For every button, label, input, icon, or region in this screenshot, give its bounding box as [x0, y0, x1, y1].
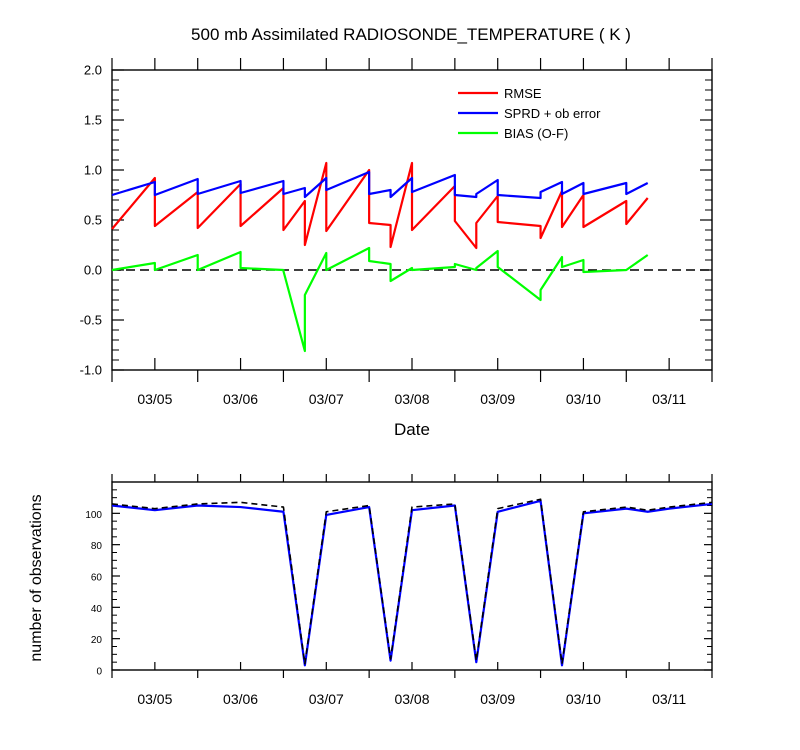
x-tick-label: 03/09: [480, 391, 515, 407]
x-tick-label: 03/10: [566, 691, 601, 707]
x-axis: 03/05 03/06 03/07 03/08 03/09 03/10 03/11: [111, 474, 713, 707]
series-line-bias-o-f: [111, 246, 649, 353]
x-tick-label: 03/06: [223, 391, 258, 407]
legend: RMSE SPRD + ob error BIAS (O-F): [458, 86, 601, 141]
x-axis: 03/05 03/06 03/07 03/08 03/09 03/10 03/11: [111, 58, 713, 407]
y-tick-label: 0.5: [84, 213, 102, 228]
y-tick-label: 1.0: [84, 163, 102, 178]
legend-label: BIAS (O-F): [504, 126, 568, 141]
legend-label: SPRD + ob error: [504, 106, 601, 121]
x-tick-label: 03/10: [566, 391, 601, 407]
y-tick-label: 20: [91, 635, 103, 646]
y-tick-label: 60: [91, 573, 103, 584]
y-tick-label: -0.5: [80, 313, 102, 328]
series-line-assimilated: [111, 499, 713, 667]
y-tick-label: -1.0: [80, 363, 102, 378]
y-tick-label: 0: [96, 667, 102, 678]
y-tick-label: 0.0: [84, 263, 102, 278]
legend-label: RMSE: [504, 86, 542, 101]
x-tick-label: 03/09: [480, 691, 515, 707]
chart-title: 500 mb Assimilated RADIOSONDE_TEMPERATUR…: [191, 25, 631, 44]
series-line-total: [111, 498, 713, 665]
series-line-rmse: [111, 161, 649, 250]
x-tick-label: 03/05: [137, 391, 172, 407]
x-tick-label: 03/06: [223, 691, 258, 707]
y-axis: -1.0 -0.5 0.0 0.5 1.0 1.5 2.0: [80, 63, 712, 378]
y-tick-label: 100: [85, 510, 102, 521]
x-tick-label: 03/07: [309, 391, 344, 407]
series-line-sprd-ob-error: [111, 170, 649, 200]
y-tick-label: 1.5: [84, 113, 102, 128]
y-axis-label: number of observations: [28, 494, 45, 661]
series-group: [111, 161, 712, 353]
y-axis: 0 20 40 60 80 100: [85, 481, 712, 678]
x-axis-label: Date: [394, 420, 430, 439]
x-tick-label: 03/11: [652, 391, 686, 407]
y-tick-label: 40: [91, 604, 103, 615]
x-tick-label: 03/05: [137, 691, 172, 707]
x-tick-label: 03/11: [652, 691, 686, 707]
y-tick-label: 2.0: [84, 63, 102, 78]
series-group: [111, 498, 713, 667]
bias-rmse-chart: 500 mb Assimilated RADIOSONDE_TEMPERATUR…: [80, 25, 713, 439]
x-tick-label: 03/08: [394, 691, 429, 707]
x-tick-label: 03/07: [309, 691, 344, 707]
x-tick-label: 03/08: [394, 391, 429, 407]
y-tick-label: 80: [91, 541, 103, 552]
